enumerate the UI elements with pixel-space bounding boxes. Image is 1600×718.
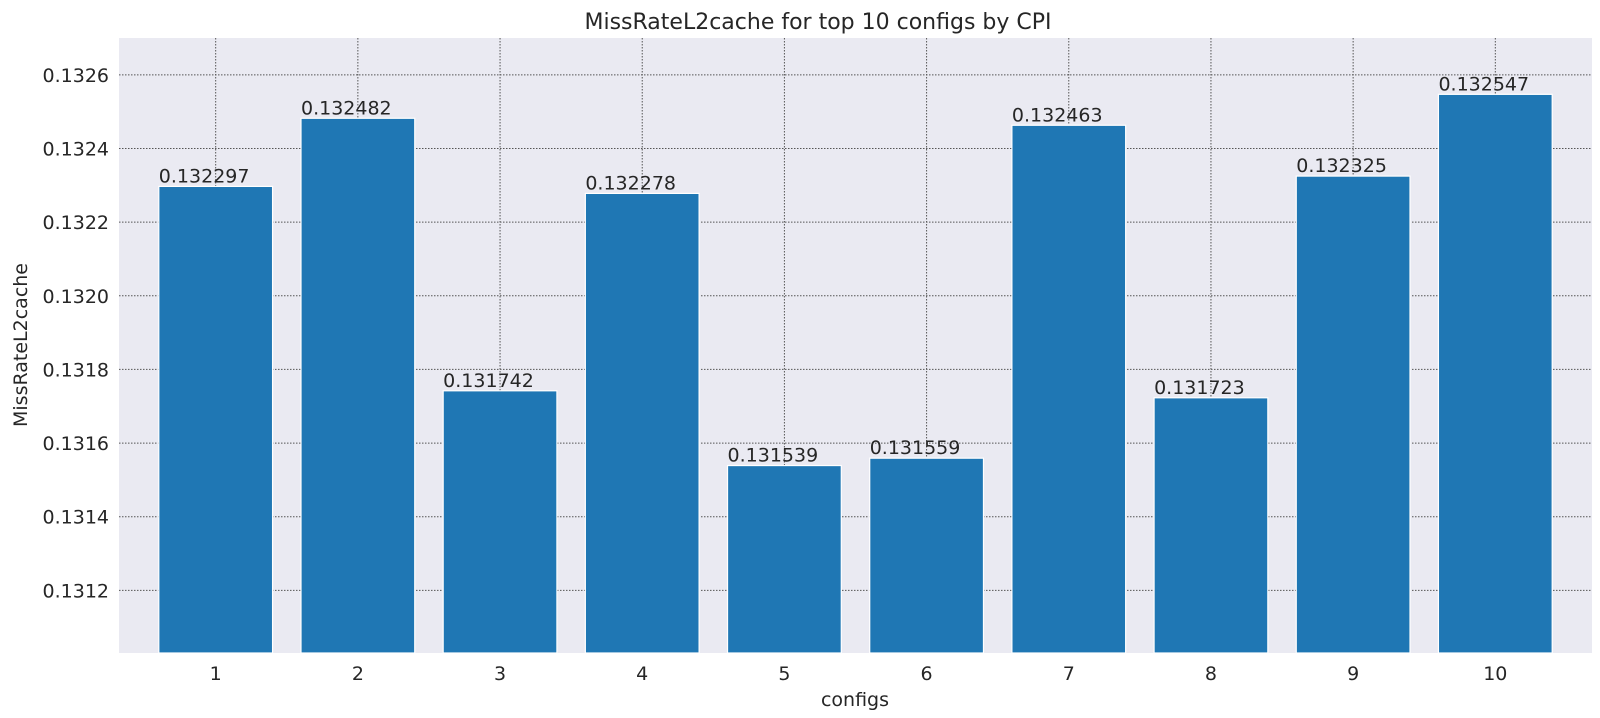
x-axis-label: configs <box>821 689 889 711</box>
x-tick-label: 8 <box>1205 663 1217 685</box>
data-label: 0.132325 <box>1296 155 1387 177</box>
y-tick-label: 0.1316 <box>43 433 109 455</box>
bar <box>1295 175 1411 654</box>
y-tick-label: 0.1326 <box>43 65 109 87</box>
data-label: 0.132547 <box>1438 73 1529 95</box>
y-tick-label: 0.1318 <box>43 359 109 381</box>
y-tick-label: 0.1320 <box>43 286 109 308</box>
x-tick-label: 1 <box>210 663 222 685</box>
bar <box>1437 93 1553 654</box>
x-tick-label: 6 <box>921 663 933 685</box>
x-tick-label: 7 <box>1063 663 1075 685</box>
y-tick-label: 0.1324 <box>43 138 109 160</box>
x-tick-label: 9 <box>1347 663 1359 685</box>
x-tick-label: 5 <box>778 663 790 685</box>
x-axis-ticks: 1 2 3 4 5 6 7 8 9 10 <box>210 663 1508 685</box>
bar <box>442 390 558 654</box>
data-label: 0.131742 <box>443 370 534 392</box>
bars <box>158 93 1553 654</box>
bar <box>869 457 985 654</box>
chart-title: MissRateL2cache for top 10 configs by CP… <box>584 10 1051 35</box>
data-label: 0.132278 <box>585 172 676 194</box>
y-axis-label: MissRateL2cache <box>10 263 32 427</box>
data-label: 0.132297 <box>159 165 250 187</box>
bar <box>1011 124 1127 654</box>
x-tick-label: 2 <box>352 663 364 685</box>
data-label: 0.131539 <box>728 445 819 467</box>
x-tick-label: 4 <box>636 663 648 685</box>
x-tick-label: 3 <box>494 663 506 685</box>
y-tick-label: 0.1314 <box>43 507 109 529</box>
data-label: 0.131723 <box>1154 377 1245 399</box>
data-label: 0.131559 <box>870 437 961 459</box>
bar <box>726 464 842 654</box>
bar <box>158 185 274 654</box>
data-label: 0.132463 <box>1012 104 1103 126</box>
y-tick-label: 0.1322 <box>43 212 109 234</box>
x-tick-label: 10 <box>1483 663 1507 685</box>
y-axis-ticks: 0.1312 0.1314 0.1316 0.1318 0.1320 0.1322 0.13… <box>43 65 109 603</box>
bar <box>300 117 416 654</box>
data-label: 0.132482 <box>301 97 392 119</box>
bar <box>1153 397 1269 654</box>
data-labels: 0.132297 0.132482 0.131742 0.132278 0.131539… <box>159 73 1529 466</box>
bar <box>584 192 700 654</box>
y-tick-label: 0.1312 <box>43 580 109 602</box>
